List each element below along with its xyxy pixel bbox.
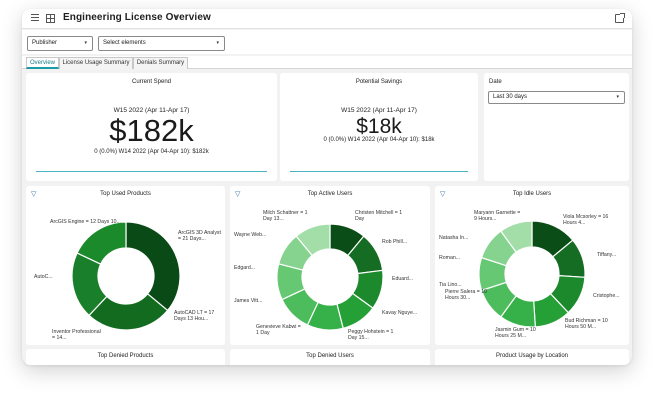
slice-label: Pierre Salera = 10 Hours 30... <box>445 289 487 301</box>
slice-label: Edgard... <box>234 265 256 271</box>
slice-label: Roman... <box>439 255 461 261</box>
top-idle-users-card: ▽ Top Idle Users Maryann Garnette = 9 Ho… <box>435 186 629 345</box>
slice-label: AutoC... <box>34 274 53 280</box>
donut-slice[interactable] <box>76 221 127 265</box>
slice-label: Maryann Garnette = 9 Hours... <box>474 210 521 222</box>
top-denied-users-card: Top Denied Users <box>230 349 430 365</box>
filter-icon[interactable]: ▽ <box>440 191 446 198</box>
kpi-value: $18k <box>356 115 402 138</box>
kpi-comparison: 0 (0.0%) W14 2022 (Apr 04-Apr 10): $182k <box>94 149 209 155</box>
date-range-value: Last 30 days <box>493 94 528 100</box>
slice-label: Bud Richman = 10 Hours 50 M... <box>565 318 608 330</box>
filter-icon[interactable]: ▽ <box>31 191 37 198</box>
chevron-down-icon: ▾ <box>84 40 87 46</box>
elements-select-value: Select elements <box>103 40 146 46</box>
slice-label: ArcGIS 3D Analyst = 21 Days... <box>178 230 221 242</box>
kpi-comparison: 0 (0.0%) W14 2022 (Apr 04-Apr 10): $18k <box>323 137 435 143</box>
card-title: Product Usage by Location <box>495 353 569 359</box>
top-active-users-card: ▽ Top Active Users Milch Schattner = 1 D… <box>230 186 430 345</box>
potential-savings-card: Potential Savings W15 2022 (Apr 11-Apr 1… <box>280 73 478 181</box>
grid-icon[interactable] <box>46 14 55 23</box>
kpi-period: W15 2022 (Apr 11-Apr 17) <box>341 107 417 114</box>
slice-label: Inventor Professional = 14... <box>52 329 101 341</box>
slice-label: Kavay Nguye... <box>382 310 418 316</box>
slice-label: Rob Phill... <box>382 239 408 245</box>
slice-label: Jasmin Gum = 10 Hours 25 M... <box>495 327 536 339</box>
publisher-select-value: Publisher <box>32 40 58 46</box>
slice-label: Cristophe... <box>593 293 620 299</box>
top-denied-products-card: Top Denied Products <box>26 349 225 365</box>
chevron-down-icon: ▾ <box>616 94 619 100</box>
card-title: Top Active Users <box>307 191 353 197</box>
menu-icon[interactable] <box>31 14 39 22</box>
chevron-down-icon: ▾ <box>216 40 219 46</box>
tab-overview[interactable]: Overview <box>26 57 59 69</box>
date-range-select[interactable]: Last 30 days ▾ <box>488 91 625 104</box>
slice-label: AutoCAD LT = 17 Days 13 Hou... <box>174 310 215 322</box>
date-filter-card: Date Last 30 days ▾ <box>484 73 629 181</box>
current-spend-card: Current Spend W15 2022 (Apr 11-Apr 17) $… <box>26 73 277 181</box>
donut-chart[interactable] <box>230 186 430 345</box>
elements-select[interactable]: Select elements ▾ <box>98 36 225 51</box>
sparkline <box>290 171 468 172</box>
export-icon[interactable] <box>615 13 625 23</box>
filter-toolbar: Publisher ▾ Select elements ▾ <box>22 30 632 54</box>
card-title: Top Idle Users <box>512 191 552 197</box>
product-usage-by-location-card: Product Usage by Location <box>435 349 629 365</box>
card-title: Top Denied Products <box>97 353 154 359</box>
donut-slice[interactable] <box>125 221 181 312</box>
slice-label: Tiffany... <box>597 252 617 258</box>
card-title: Potential Savings <box>355 79 403 85</box>
date-label: Date <box>489 79 502 85</box>
donut-chart[interactable] <box>26 186 225 345</box>
card-title: Current Spend <box>131 79 172 85</box>
slice-label: Genevieve Kabwi = 1 Day <box>256 324 301 336</box>
slice-label: Natasha In... <box>439 235 469 241</box>
slice-label: Viola Mcsorley = 16 Hours 4... <box>563 214 609 226</box>
dashboard-title: Engineering License Overview <box>63 12 211 23</box>
slice-label: Tia Lino... <box>439 282 462 288</box>
slice-label: Christen Mitchell = 1 Day <box>355 210 403 222</box>
slice-label: James Vitt... <box>234 298 263 304</box>
donut-slice[interactable] <box>500 220 533 253</box>
title-chevron-down-icon[interactable]: ▾ <box>175 14 179 21</box>
slice-label: Peggy Hohstein = 1 Day 15... <box>348 329 394 341</box>
slice-label: Wayne Web... <box>234 232 267 238</box>
tab-denials-summary[interactable]: Denials Summary <box>133 57 188 69</box>
top-used-products-card: ▽ Top Used Products ArcGIS Engine = 12 D… <box>26 186 225 345</box>
card-title: Top Used Products <box>100 191 151 197</box>
kpi-period: W15 2022 (Apr 11-Apr 17) <box>113 107 190 114</box>
filter-icon[interactable]: ▽ <box>235 191 241 198</box>
card-title: Top Denied Users <box>306 353 354 359</box>
slice-label: Milch Schattner = 1 Day 13... <box>263 210 308 222</box>
title-bar: Engineering License Overview ▾ <box>22 9 632 29</box>
tab-license-usage-summary[interactable]: License Usage Summary <box>59 57 133 69</box>
sparkline <box>36 171 267 172</box>
kpi-value: $182k <box>109 113 194 148</box>
app-window: Engineering License Overview ▾ Publisher… <box>22 9 632 365</box>
slice-label: ArcGIS Engine = 12 Days 10... <box>50 219 121 225</box>
publisher-select[interactable]: Publisher ▾ <box>27 36 93 51</box>
slice-label: Eduard... <box>392 276 414 282</box>
donut-chart[interactable] <box>435 186 629 345</box>
donut-slice[interactable] <box>295 223 331 257</box>
tab-bar: Overview License Usage Summary Denials S… <box>22 56 632 69</box>
